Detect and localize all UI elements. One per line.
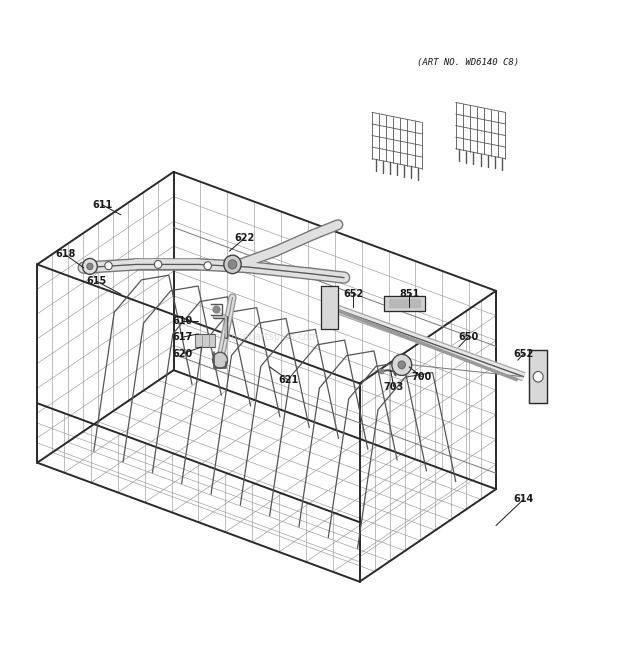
Circle shape <box>87 263 93 270</box>
Circle shape <box>392 354 412 375</box>
Text: 621: 621 <box>278 375 298 385</box>
Text: 617: 617 <box>173 332 193 342</box>
Circle shape <box>533 371 543 382</box>
Text: 703: 703 <box>384 381 404 392</box>
Text: 615: 615 <box>86 276 106 286</box>
Polygon shape <box>529 350 547 403</box>
Text: 851: 851 <box>399 289 419 299</box>
Circle shape <box>224 255 241 274</box>
Circle shape <box>398 361 405 369</box>
Text: 622: 622 <box>235 233 255 243</box>
Text: 620: 620 <box>173 348 193 359</box>
Polygon shape <box>384 296 425 311</box>
Polygon shape <box>321 286 338 329</box>
Circle shape <box>154 260 162 268</box>
Bar <box>195 334 215 347</box>
Text: (ART NO. WD6140 C8): (ART NO. WD6140 C8) <box>417 58 519 67</box>
Circle shape <box>82 258 97 274</box>
Text: 700: 700 <box>412 371 432 382</box>
Circle shape <box>228 260 237 269</box>
Text: appliancepartspros.com: appliancepartspros.com <box>202 332 319 342</box>
Polygon shape <box>389 299 420 307</box>
Circle shape <box>213 352 228 368</box>
Circle shape <box>105 262 112 270</box>
Text: 652: 652 <box>514 348 534 359</box>
Text: 610: 610 <box>173 315 193 326</box>
Circle shape <box>204 262 211 270</box>
Text: 614: 614 <box>514 494 534 504</box>
Text: 611: 611 <box>92 200 112 210</box>
Text: 618: 618 <box>55 249 75 260</box>
Text: 650: 650 <box>458 332 478 342</box>
Text: 652: 652 <box>343 289 363 299</box>
